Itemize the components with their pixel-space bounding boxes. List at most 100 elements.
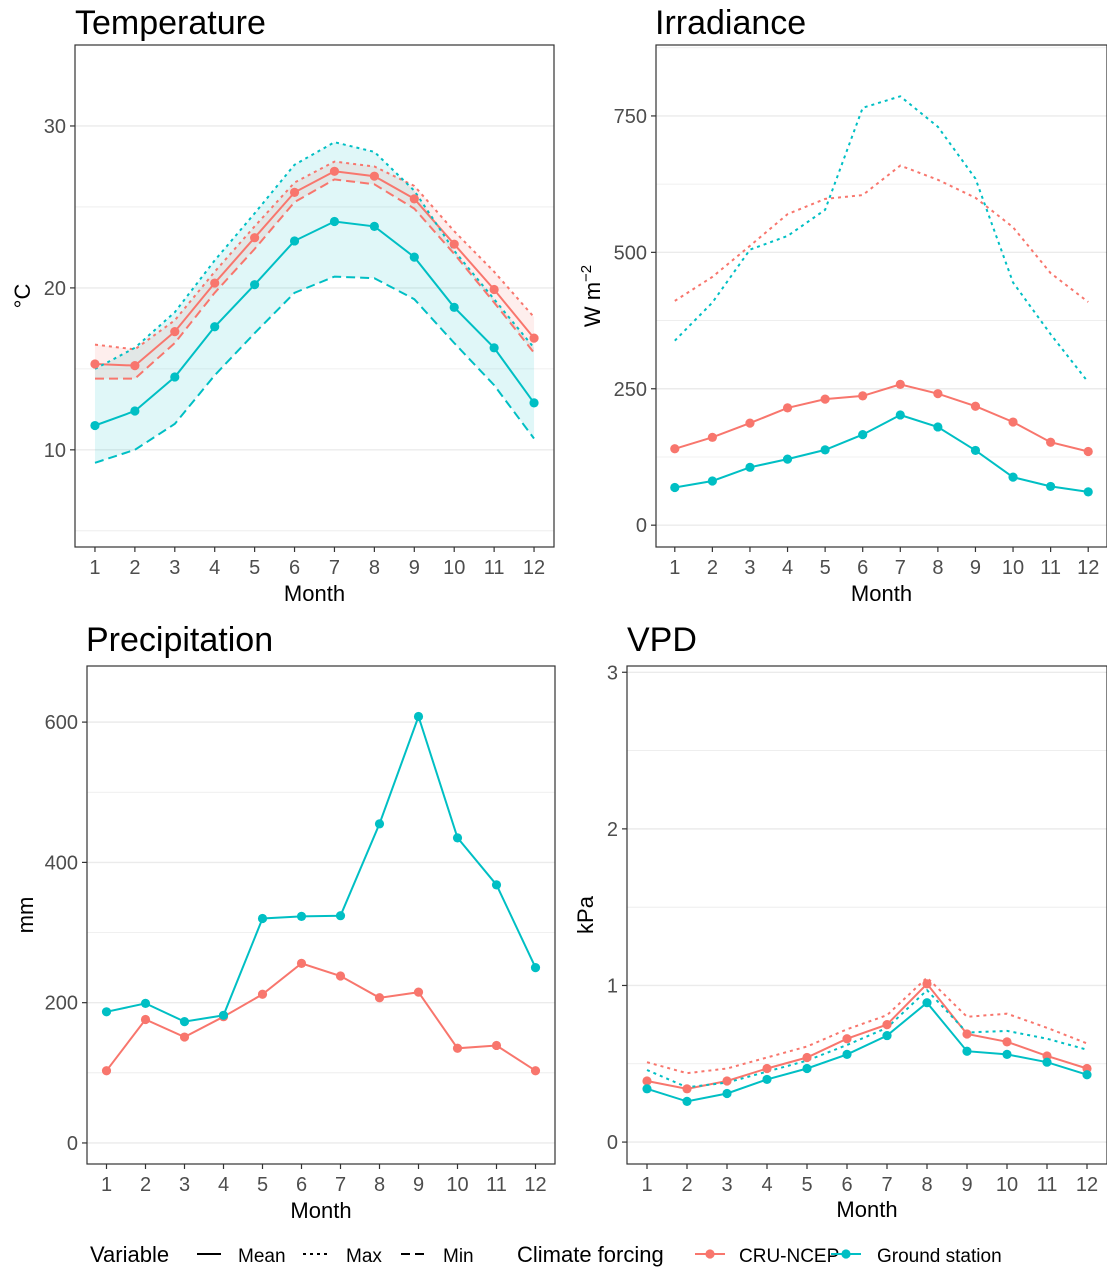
legend-label: Min — [443, 1246, 474, 1267]
data-point — [329, 216, 340, 227]
data-point — [101, 1007, 112, 1017]
data-point — [1046, 481, 1056, 492]
data-point — [530, 963, 541, 973]
legend-key-point — [705, 1249, 715, 1259]
data-point — [413, 711, 424, 722]
data-point — [179, 1032, 190, 1042]
data-point — [1008, 472, 1018, 482]
data-point — [369, 171, 379, 181]
y-tick-label: 400 — [45, 852, 78, 874]
panel-title: Irradiance — [655, 4, 806, 42]
x-tick-label: 11 — [486, 1174, 507, 1196]
data-point — [210, 278, 220, 288]
x-tick-label: 4 — [209, 557, 220, 579]
data-point — [335, 911, 346, 921]
data-point — [413, 987, 424, 997]
x-tick-label: 9 — [409, 557, 420, 579]
data-point — [642, 1076, 652, 1086]
data-point — [1082, 1070, 1092, 1080]
x-tick-label: 7 — [335, 1174, 346, 1196]
data-point — [682, 1096, 692, 1106]
data-point — [722, 1088, 732, 1099]
data-point — [329, 166, 340, 176]
y-tick-label: 20 — [44, 278, 66, 300]
data-point — [802, 1052, 812, 1063]
x-tick-label: 11 — [1040, 557, 1061, 579]
x-tick-label: 2 — [681, 1174, 692, 1196]
range-band — [94, 161, 535, 379]
data-point — [745, 418, 755, 428]
y-tick-label: 600 — [45, 712, 78, 734]
data-point — [170, 327, 180, 337]
series-line-mean — [646, 982, 1088, 1090]
data-point — [842, 1034, 852, 1044]
x-tick-label: 12 — [1076, 1174, 1098, 1196]
data-point — [409, 252, 419, 262]
data-point — [895, 379, 905, 389]
data-point — [374, 993, 385, 1003]
data-point — [130, 361, 140, 371]
y-tick-label: 0 — [636, 515, 647, 537]
x-tick-label: 12 — [524, 1174, 546, 1196]
data-point — [289, 187, 300, 197]
y-tick-label: 30 — [44, 116, 66, 138]
data-point — [452, 833, 463, 843]
data-point — [1042, 1057, 1052, 1067]
x-tick-label: 3 — [744, 557, 755, 579]
data-point — [449, 302, 459, 312]
y-axis-title-superscript: −2 — [578, 265, 595, 282]
x-tick-label: 3 — [179, 1174, 190, 1196]
data-point — [210, 322, 220, 332]
x-tick-label: 6 — [841, 1174, 852, 1196]
x-tick-label: 5 — [249, 557, 260, 579]
data-point — [449, 239, 459, 249]
data-point — [1008, 417, 1018, 427]
x-tick-label: 8 — [921, 1174, 932, 1196]
data-point — [707, 432, 717, 442]
data-point — [802, 1063, 812, 1074]
data-point — [707, 476, 717, 486]
legend-key-point — [841, 1249, 851, 1259]
data-point — [257, 989, 268, 999]
data-point — [90, 359, 100, 369]
data-point — [1083, 487, 1093, 497]
y-tick-label: 2 — [607, 819, 618, 841]
legend-label: Mean — [238, 1246, 286, 1267]
legend-label: Ground station — [877, 1246, 1002, 1267]
series-line-mean — [674, 413, 1089, 493]
series-line-max — [674, 95, 1089, 383]
data-point — [409, 194, 419, 204]
data-point — [922, 998, 932, 1008]
x-tick-label: 5 — [801, 1174, 812, 1196]
data-point — [489, 343, 499, 353]
x-tick-label: 6 — [296, 1174, 307, 1196]
series-line-max — [94, 141, 535, 370]
x-tick-label: 8 — [369, 557, 380, 579]
y-axis-title: kPa — [573, 895, 598, 934]
x-tick-label: 12 — [523, 557, 545, 579]
x-tick-label: 10 — [996, 1174, 1018, 1196]
data-point — [970, 401, 981, 411]
x-tick-label: 2 — [129, 557, 140, 579]
series-line-max — [646, 976, 1088, 1075]
x-tick-label: 11 — [484, 557, 505, 579]
x-tick-label: 2 — [140, 1174, 151, 1196]
x-tick-label: 7 — [881, 1174, 892, 1196]
y-tick-label: 250 — [614, 379, 647, 401]
data-point — [970, 445, 981, 456]
panel-border — [655, 44, 1107, 548]
data-point — [762, 1063, 772, 1074]
x-tick-label: 1 — [669, 557, 680, 579]
panel-border — [626, 665, 1107, 1165]
data-point — [1002, 1049, 1012, 1059]
y-axis-title: °C — [10, 284, 35, 309]
data-point — [962, 1046, 972, 1056]
data-point — [296, 911, 307, 922]
x-axis-title: Month — [290, 1198, 351, 1223]
data-point — [858, 429, 868, 440]
series-line-mean — [94, 170, 535, 367]
data-point — [1046, 437, 1056, 447]
